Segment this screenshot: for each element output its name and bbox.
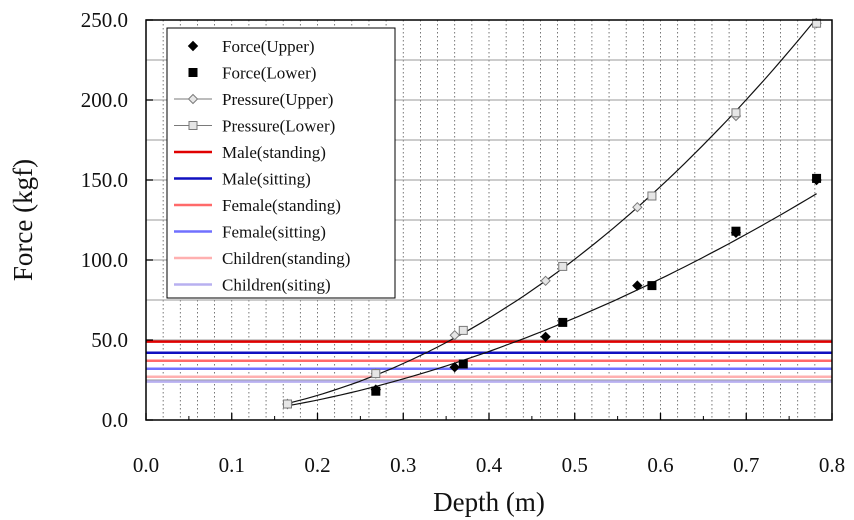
x-tick-label: 0.6 — [647, 453, 673, 477]
data-point — [647, 191, 657, 201]
y-tick-label: 250.0 — [81, 8, 128, 32]
reference-lines — [146, 340, 832, 383]
legend-marker — [187, 40, 199, 52]
axis-ticks: 0.0 0.1 0.2 0.3 0.4 0.5 0.6 0.7 0.8 0.0 50.0 100.0 1… — [81, 8, 845, 477]
x-tick-label: 0.5 — [562, 453, 588, 477]
x-tick-label: 0.1 — [219, 453, 245, 477]
data-point — [558, 317, 568, 327]
data-point — [647, 281, 657, 291]
legend-label: Male(sitting) — [222, 170, 311, 189]
legend: Force(Upper) Force(Lower) Pressure(Upper) P… — [166, 27, 396, 299]
legend-marker — [188, 68, 198, 77]
data-series — [282, 17, 822, 410]
data-point — [282, 399, 292, 409]
data-point — [632, 201, 643, 213]
legend-label: Children(standing) — [222, 249, 350, 268]
legend-label: Pressure(Upper) — [222, 90, 333, 109]
data-point — [458, 325, 468, 335]
y-tick-label: 100.0 — [81, 248, 128, 272]
legend-box — [166, 27, 396, 299]
legend-label: Force(Lower) — [222, 64, 316, 83]
legend-label: Force(Upper) — [222, 37, 315, 56]
data-point — [812, 18, 822, 28]
legend-marker — [187, 93, 199, 105]
y-tick-label: 0.0 — [102, 408, 128, 432]
data-point — [558, 261, 568, 271]
x-tick-label: 0.4 — [476, 453, 503, 477]
x-tick-label: 0.3 — [390, 453, 416, 477]
data-point — [632, 280, 643, 291]
y-tick-label: 200.0 — [81, 88, 128, 112]
legend-label: Pressure(Lower) — [222, 117, 335, 136]
x-tick-label: 0.2 — [304, 453, 330, 477]
x-tick-label: 0.0 — [133, 453, 159, 477]
x-tick-label: 0.8 — [819, 453, 845, 477]
legend-label: Female(standing) — [222, 196, 341, 215]
y-tick-label: 50.0 — [91, 328, 128, 352]
legend-label: Female(sitting) — [222, 223, 326, 242]
data-point — [449, 361, 460, 373]
data-point — [812, 173, 822, 183]
legend-label: Children(siting) — [222, 276, 331, 295]
legend-marker — [188, 121, 198, 130]
legend-label: Male(standing) — [222, 143, 326, 162]
data-point — [540, 275, 551, 287]
data-point — [458, 359, 468, 369]
y-axis-title: Force (kgf) — [8, 159, 38, 281]
data-point — [540, 331, 551, 343]
data-point — [731, 226, 741, 236]
y-tick-label: 150.0 — [81, 168, 128, 192]
data-point — [449, 329, 460, 341]
x-axis-title: Depth (m) — [433, 487, 545, 517]
x-tick-label: 0.7 — [733, 453, 759, 477]
data-point — [731, 108, 741, 118]
data-point — [371, 386, 381, 396]
legend-items: Force(Upper) Force(Lower) Pressure(Upper) P… — [174, 37, 350, 295]
data-point — [371, 369, 381, 379]
